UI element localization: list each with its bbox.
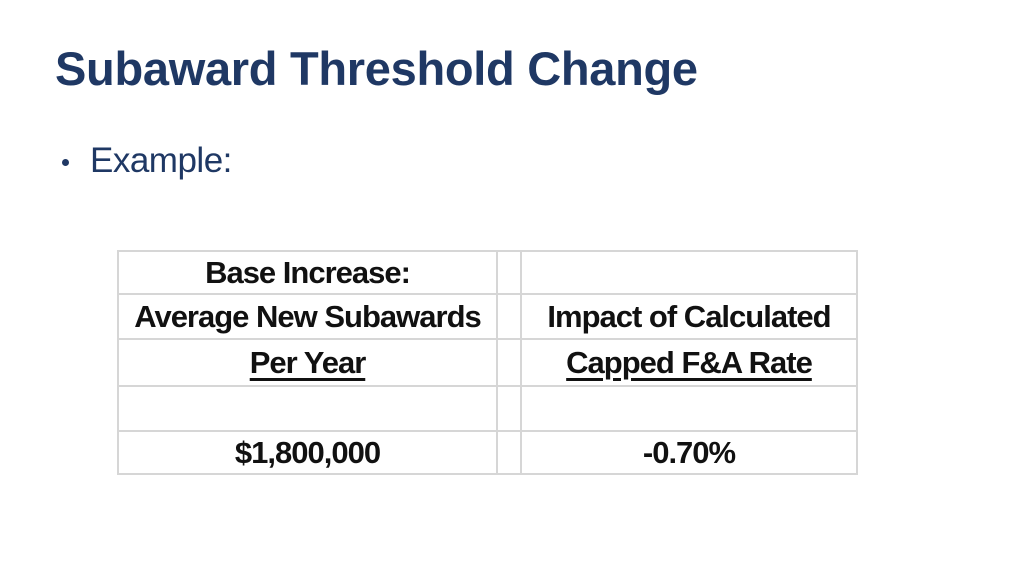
- table-cell-spacer: [496, 250, 522, 295]
- bullet-icon: [62, 159, 69, 166]
- table-cell: [520, 385, 858, 432]
- table-row: $1,800,000 -0.70%: [117, 430, 858, 475]
- example-table-body: Base Increase: Average New Subawards Impac…: [117, 250, 858, 475]
- example-table: Base Increase: Average New Subawards Impac…: [117, 250, 858, 475]
- table-row: Base Increase:: [117, 250, 858, 295]
- table-cell-spacer: [496, 293, 522, 340]
- table-cell: [520, 250, 858, 295]
- table-cell-spacer: [496, 430, 522, 475]
- table-cell-spacer: [496, 385, 522, 432]
- table-cell: $1,800,000: [117, 430, 498, 475]
- table-cell: [117, 385, 498, 432]
- table-cell: Average New Subawards: [117, 293, 498, 340]
- bullet-text: Example:: [90, 141, 232, 180]
- table-cell: Impact of Calculated: [520, 293, 858, 340]
- table-cell-spacer: [496, 338, 522, 387]
- table-row: Per Year Capped F&A Rate: [117, 338, 858, 387]
- table-row: Average New Subawards Impact of Calculate…: [117, 293, 858, 340]
- bullet-line: Example:: [62, 143, 232, 178]
- page-title: Subaward Threshold Change: [55, 42, 698, 95]
- table-row: [117, 385, 858, 432]
- table-cell: Per Year: [117, 338, 498, 387]
- table-cell: -0.70%: [520, 430, 858, 475]
- table-cell: Base Increase:: [117, 250, 498, 295]
- table-cell: Capped F&A Rate: [520, 338, 858, 387]
